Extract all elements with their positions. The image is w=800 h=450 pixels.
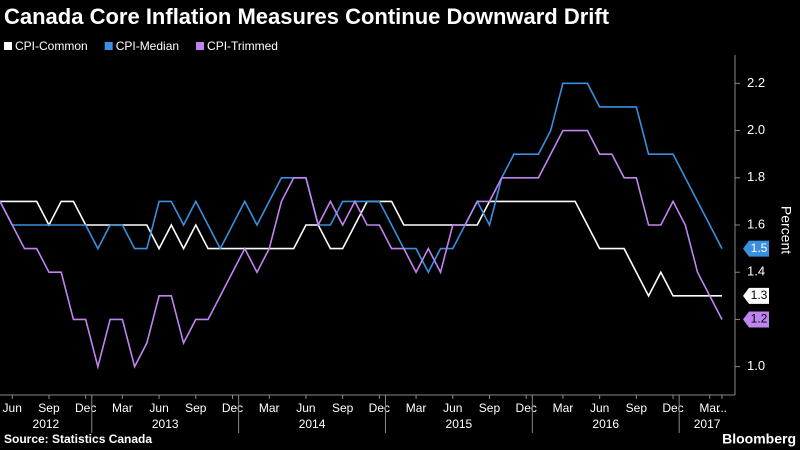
source: Source: Statistics Canada: [4, 432, 152, 446]
x-tick-label: Sep: [332, 401, 354, 415]
x-tick-label: Dec: [516, 401, 537, 415]
x-tick-label: Sep: [479, 401, 501, 415]
line: [0, 129, 723, 370]
y-tick-label: 1.0: [747, 358, 765, 373]
legend-label: CPI-Median: [116, 39, 179, 53]
x-tick-label: Dec: [222, 401, 243, 415]
legend-swatch: [196, 42, 205, 50]
x-tick-label: Dec: [75, 401, 96, 415]
y-tick-label: 1.8: [747, 169, 765, 184]
year-label: 2015: [446, 417, 473, 431]
x-tick-label: Sep: [185, 401, 207, 415]
year-label: 2013: [152, 417, 179, 431]
year-label: 2014: [299, 417, 326, 431]
legend-label: CPI-Common: [15, 39, 88, 53]
end-tag: [743, 240, 769, 257]
legend-label: CPI-Trimmed: [207, 39, 278, 53]
end-tag-label: 1.2: [751, 312, 768, 326]
x-tick-label: Mar: [699, 401, 720, 415]
y-tick-label: 2.2: [747, 75, 765, 90]
year-label: 2016: [592, 417, 619, 431]
end-tag: [743, 311, 769, 328]
x-tick-label: Jun: [590, 401, 609, 415]
line: [0, 82, 723, 274]
year-label: 2017: [694, 417, 721, 431]
x-tick-label: Dec: [369, 401, 390, 415]
brand: Bloomberg: [722, 431, 796, 447]
y-axis-label: Percent: [778, 206, 794, 254]
end-tag-label: 1.5: [751, 241, 768, 255]
x-tick-label: Jun: [3, 401, 22, 415]
y-tick-label: 2.0: [747, 122, 765, 137]
x-tick-label: Mar: [112, 401, 133, 415]
x-tick-label: Sep: [38, 401, 60, 415]
x-tick-label: ...: [717, 401, 727, 415]
x-tick-label: Jun: [443, 401, 462, 415]
x-tick-label: Dec: [662, 401, 683, 415]
legend-swatch: [104, 42, 113, 50]
x-tick-label: Jun: [149, 401, 168, 415]
x-tick-label: Mar: [553, 401, 574, 415]
x-tick-label: Mar: [406, 401, 427, 415]
x-tick-label: Sep: [626, 401, 648, 415]
chart-title: Canada Core Inflation Measures Continue …: [4, 4, 610, 29]
end-tag-label: 1.3: [751, 288, 768, 302]
end-tag: [743, 287, 769, 304]
y-tick-label: 1.6: [747, 216, 765, 231]
x-tick-label: Mar: [259, 401, 280, 415]
y-tick-label: 1.4: [747, 264, 765, 279]
x-tick-label: Jun: [296, 401, 315, 415]
legend-swatch: [4, 42, 12, 50]
year-label: 2012: [33, 417, 60, 431]
